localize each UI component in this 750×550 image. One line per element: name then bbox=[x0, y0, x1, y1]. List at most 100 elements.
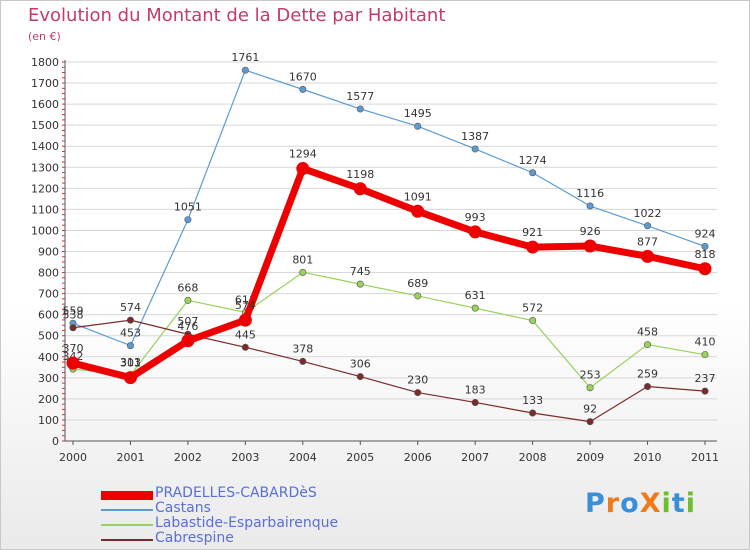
chart-unit: (en €) bbox=[28, 30, 61, 43]
data-label: 1670 bbox=[289, 70, 317, 83]
data-label: 313 bbox=[120, 356, 141, 369]
proxiti-logo: ProXiti bbox=[585, 488, 696, 519]
data-label: 801 bbox=[292, 253, 313, 266]
data-point bbox=[644, 341, 652, 349]
x-tick-label: 2008 bbox=[519, 451, 547, 464]
logo-letter: i bbox=[685, 488, 696, 519]
data-label: 921 bbox=[522, 226, 543, 239]
data-label: 507 bbox=[177, 315, 198, 328]
x-tick-label: 2005 bbox=[346, 451, 374, 464]
y-tick-label: 100 bbox=[38, 414, 59, 427]
data-point bbox=[126, 342, 134, 350]
logo-letter: r bbox=[605, 488, 621, 519]
x-tick-label: 2001 bbox=[116, 451, 144, 464]
legend-label: Cabrespine bbox=[155, 530, 234, 546]
legend-swatch bbox=[101, 509, 153, 511]
data-point bbox=[529, 169, 537, 177]
data-point bbox=[526, 240, 540, 254]
data-label: 1294 bbox=[289, 148, 317, 161]
legend-swatch bbox=[101, 539, 153, 541]
data-point bbox=[586, 202, 594, 210]
data-point bbox=[69, 324, 77, 332]
legend-label: PRADELLES-CABARDèS bbox=[155, 485, 317, 501]
data-point bbox=[701, 387, 709, 395]
data-label: 926 bbox=[580, 225, 601, 238]
x-tick-label: 2006 bbox=[404, 451, 432, 464]
data-label: 1091 bbox=[404, 190, 432, 203]
data-label: 1761 bbox=[231, 51, 259, 64]
y-tick-label: 800 bbox=[38, 267, 59, 280]
y-tick-label: 900 bbox=[38, 246, 59, 259]
series-line-3 bbox=[72, 319, 706, 423]
data-label: 253 bbox=[580, 369, 601, 382]
data-label: 445 bbox=[235, 328, 256, 341]
x-tick-label: 2011 bbox=[691, 451, 719, 464]
data-point bbox=[181, 334, 195, 348]
y-tick-label: 500 bbox=[38, 330, 59, 343]
data-point bbox=[414, 122, 422, 130]
data-point bbox=[529, 317, 537, 325]
y-tick-label: 1800 bbox=[31, 56, 59, 69]
data-label: 453 bbox=[120, 327, 141, 340]
y-tick-label: 700 bbox=[38, 288, 59, 301]
data-label: 631 bbox=[465, 289, 486, 302]
data-point bbox=[641, 249, 655, 263]
data-label: 572 bbox=[522, 302, 543, 315]
data-label: 538 bbox=[63, 309, 84, 322]
y-tick-label: 1600 bbox=[31, 98, 59, 111]
data-label: 1495 bbox=[404, 107, 432, 120]
data-point bbox=[299, 85, 307, 93]
data-point bbox=[241, 66, 249, 74]
data-label: 1387 bbox=[461, 130, 489, 143]
data-label: 410 bbox=[695, 336, 716, 349]
data-point bbox=[353, 182, 367, 196]
data-label: 230 bbox=[407, 374, 428, 387]
legend-label: Castans bbox=[155, 500, 211, 516]
y-tick-label: 1400 bbox=[31, 140, 59, 153]
y-tick-label: 1200 bbox=[31, 182, 59, 195]
data-label: 574 bbox=[120, 301, 141, 314]
data-point bbox=[184, 296, 192, 304]
x-tick-label: 2000 bbox=[59, 451, 87, 464]
data-point bbox=[414, 292, 422, 300]
data-point bbox=[468, 225, 482, 239]
y-tick-label: 200 bbox=[38, 393, 59, 406]
data-label: 1116 bbox=[576, 187, 604, 200]
data-label: 183 bbox=[465, 383, 486, 396]
y-tick-label: 400 bbox=[38, 351, 59, 364]
data-label: 668 bbox=[177, 281, 198, 294]
data-point bbox=[471, 398, 479, 406]
series-line-1 bbox=[72, 69, 706, 347]
chart-title: Evolution du Montant de la Dette par Hab… bbox=[28, 5, 446, 26]
data-label: 745 bbox=[350, 265, 371, 278]
data-point bbox=[299, 357, 307, 365]
y-tick-label: 1100 bbox=[31, 203, 59, 216]
y-tick-label: 1500 bbox=[31, 119, 59, 132]
x-tick-label: 2010 bbox=[634, 451, 662, 464]
data-point bbox=[126, 316, 134, 324]
data-label: 378 bbox=[292, 342, 313, 355]
logo-letter: t bbox=[671, 488, 686, 519]
data-label: 370 bbox=[63, 342, 84, 355]
data-point bbox=[356, 280, 364, 288]
series-line-0 bbox=[69, 165, 709, 382]
y-tick-label: 1300 bbox=[31, 161, 59, 174]
data-label: 924 bbox=[695, 227, 716, 240]
y-tick-label: 600 bbox=[38, 309, 59, 322]
data-point bbox=[586, 418, 594, 426]
y-tick-label: 300 bbox=[38, 372, 59, 385]
data-label: 818 bbox=[695, 248, 716, 261]
data-label: 574 bbox=[235, 299, 256, 312]
data-label: 689 bbox=[407, 277, 428, 290]
data-label: 1022 bbox=[634, 207, 662, 220]
data-label: 458 bbox=[637, 326, 658, 339]
data-point bbox=[586, 384, 594, 392]
x-tick-label: 2002 bbox=[174, 451, 202, 464]
plot-area: 0 100 200 300 400 500 600 700 800 900 1000 1100 1200… bbox=[31, 51, 719, 464]
data-point bbox=[356, 373, 364, 381]
data-point bbox=[414, 389, 422, 397]
logo-letter: o bbox=[620, 488, 640, 519]
data-label: 993 bbox=[465, 211, 486, 224]
data-label: 92 bbox=[583, 403, 597, 416]
